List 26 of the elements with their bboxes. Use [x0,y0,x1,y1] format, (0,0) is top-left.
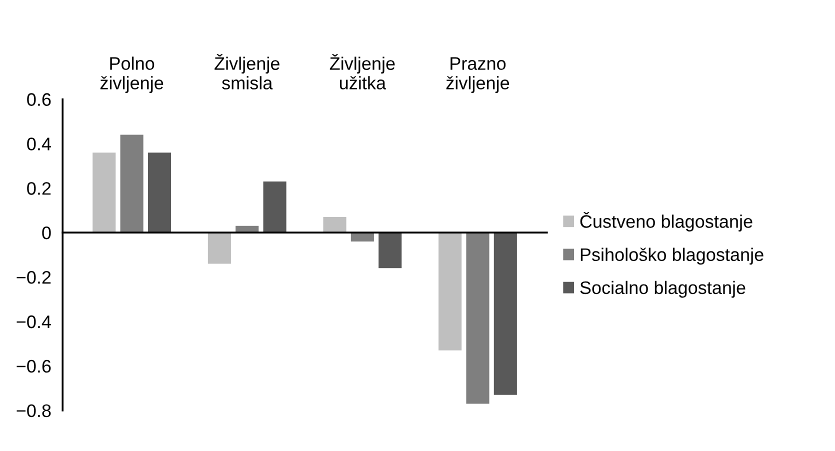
bar [350,232,374,242]
legend-label: Čustveno blagostanje [580,212,752,232]
bar [263,181,286,233]
x-tick-label: Življenje užitka [330,54,395,90]
legend-label: Socialno blagostanje [580,280,746,298]
y-tick-label: 0 [42,226,51,240]
y-tick-label: −0.2 [16,270,51,284]
x-tick-label: Življenje smisla [214,54,280,90]
bar [120,134,144,233]
bar [148,152,172,233]
bar [466,232,490,404]
bar [494,232,517,395]
y-tick-label: 0.2 [27,182,51,195]
bar [438,232,462,350]
y-tick-label: 0.6 [27,93,51,106]
y-tick-label: −0.8 [16,404,51,418]
y-tick-label: −0.4 [16,315,51,328]
x-tick-label: Polno življenje [100,56,164,93]
y-tick-label: −0.6 [16,360,51,373]
bar [92,152,116,233]
x-tick-label: Prazno življenje [446,57,510,93]
bar [323,217,346,233]
legend-label: Psihološko blagostanje [580,248,764,265]
bar [208,232,231,264]
bar [378,232,402,268]
y-tick-label: 0.4 [27,138,51,150]
